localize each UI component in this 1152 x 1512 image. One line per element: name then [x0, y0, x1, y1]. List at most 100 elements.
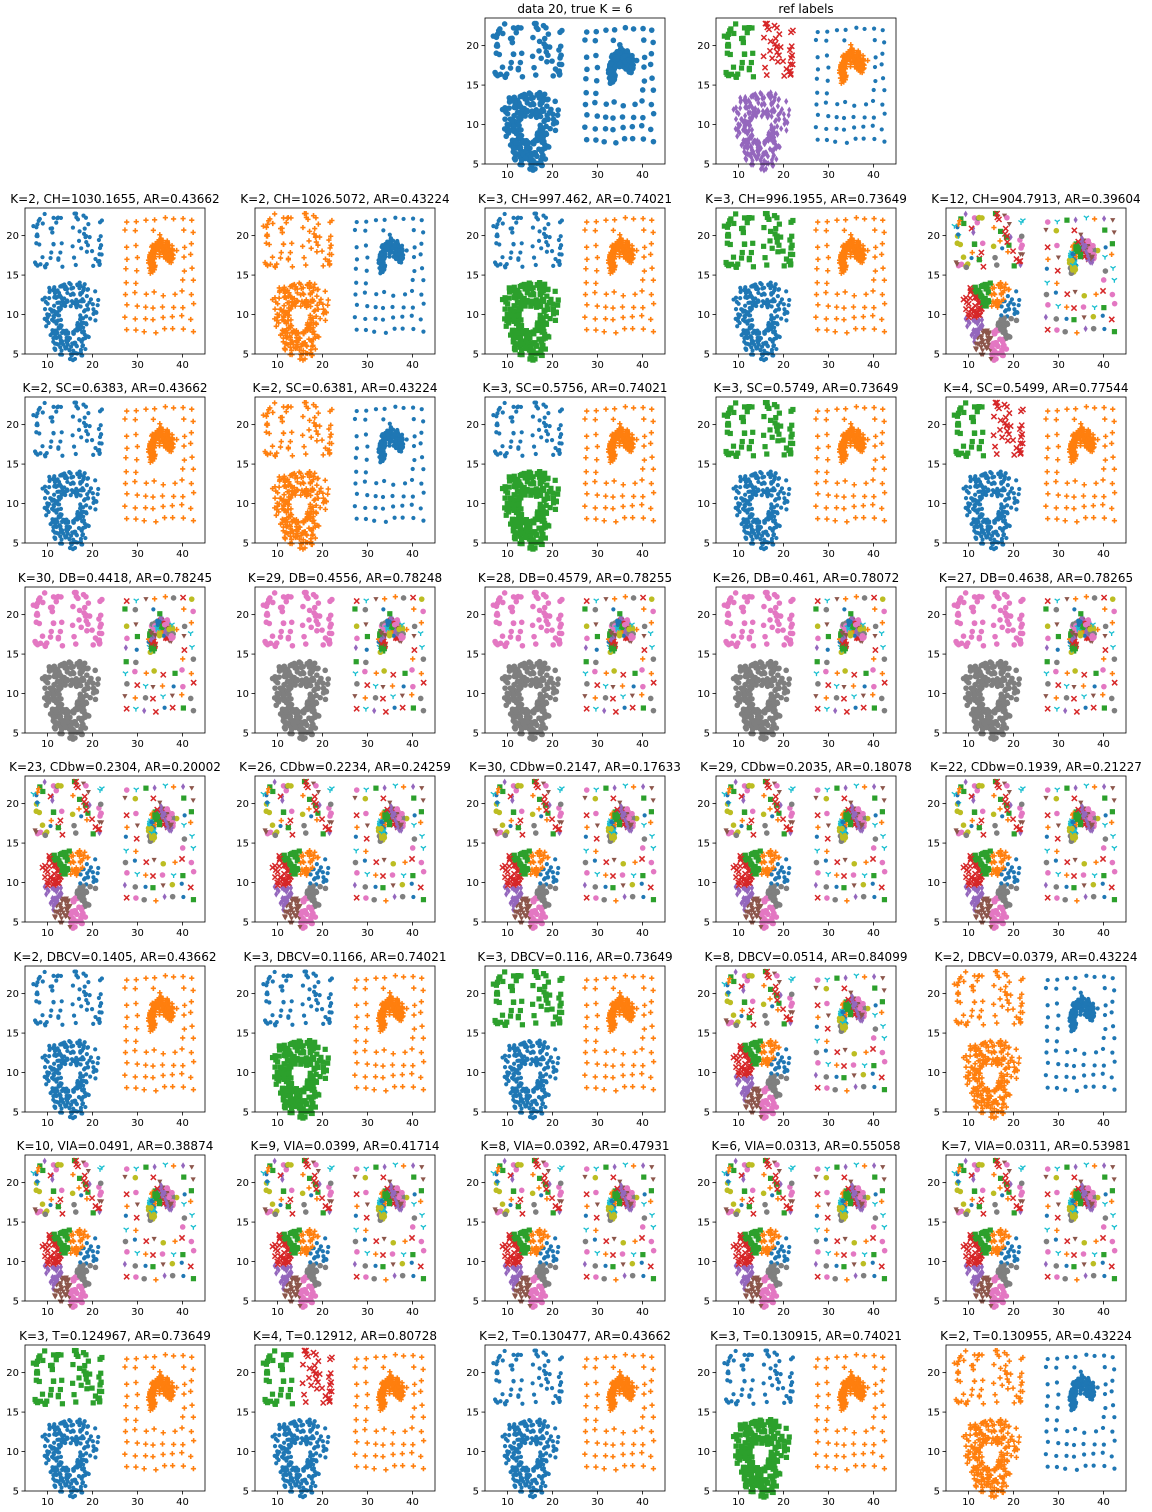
- scatter-point: [602, 114, 609, 120]
- scatter-point: [1043, 313, 1048, 321]
- x-tick-label: 40: [176, 549, 189, 560]
- scatter-point: [584, 302, 590, 308]
- scatter-point: [503, 323, 509, 329]
- scatter-point: [34, 241, 39, 246]
- scatter-point: [512, 103, 518, 110]
- scatter-point: [772, 145, 777, 153]
- scatter-point: [506, 295, 512, 301]
- scatter-point: [814, 280, 820, 286]
- scatter-point: [513, 330, 519, 336]
- scatter-point: [824, 280, 830, 286]
- scatter-point: [733, 211, 739, 217]
- scatter-point: [537, 108, 544, 114]
- scatter-point: [51, 525, 56, 530]
- scatter-point: [396, 248, 402, 253]
- scatter-point: [650, 39, 656, 46]
- y-tick-label: 20: [6, 231, 19, 242]
- scatter-point: [841, 317, 847, 323]
- scatter-point: [746, 67, 752, 73]
- scatter-point: [879, 316, 885, 323]
- scatter-point: [762, 285, 767, 290]
- scatter-point: [319, 437, 325, 443]
- scatter-point: [73, 400, 79, 405]
- scatter-point: [1090, 313, 1097, 320]
- scatter-point: [748, 293, 753, 298]
- scatter-point: [774, 233, 780, 239]
- scatter-point: [610, 37, 617, 44]
- scatter-point: [190, 418, 196, 424]
- scatter-point: [421, 329, 426, 334]
- scatter-point: [512, 293, 518, 300]
- scatter-point: [35, 421, 40, 426]
- scatter-point: [519, 161, 525, 168]
- scatter-point: [758, 156, 763, 164]
- scatter-point: [1008, 315, 1014, 322]
- x-tick-label: 20: [777, 170, 790, 181]
- scatter-point: [142, 505, 149, 511]
- scatter-point: [1012, 307, 1017, 312]
- scatter-point: [558, 52, 564, 59]
- scatter-point: [170, 216, 177, 222]
- scatter-point: [1055, 303, 1062, 309]
- scatter-point: [1071, 317, 1077, 323]
- scatter-point: [1090, 325, 1097, 332]
- x-tick-label: 20: [1007, 360, 1020, 371]
- scatter-point: [1101, 215, 1107, 222]
- scatter-point: [543, 233, 549, 239]
- scatter-point: [363, 243, 369, 248]
- scatter-point: [391, 293, 396, 298]
- scatter-point: [132, 289, 138, 296]
- scatter-point: [535, 217, 541, 222]
- scatter-point: [300, 432, 306, 438]
- scatter-point: [787, 106, 792, 114]
- scatter-point: [90, 302, 95, 307]
- scatter-point: [650, 329, 657, 335]
- scatter-point: [548, 296, 554, 302]
- scatter-point: [1011, 302, 1016, 307]
- scatter-point: [521, 91, 528, 98]
- scatter-point: [52, 483, 57, 488]
- scatter-point: [842, 38, 847, 43]
- scatter-point: [823, 289, 829, 296]
- scatter-point: [512, 341, 518, 347]
- scatter-point: [69, 488, 75, 493]
- scatter-point: [630, 326, 636, 332]
- scatter-point: [180, 494, 186, 500]
- scatter-point: [132, 417, 138, 423]
- scatter-point: [539, 139, 545, 146]
- scatter-point: [82, 282, 87, 287]
- scatter-point: [518, 157, 525, 164]
- scatter-point: [738, 312, 743, 318]
- scatter-point: [385, 239, 390, 244]
- scatter-point: [179, 502, 185, 508]
- scatter-point: [533, 262, 538, 268]
- scatter-point: [1055, 255, 1062, 261]
- scatter-point: [738, 255, 745, 261]
- scatter-point: [739, 59, 745, 66]
- scatter-point: [559, 27, 565, 34]
- scatter-point: [151, 478, 157, 484]
- scatter-point: [834, 115, 839, 120]
- scatter-point: [1019, 242, 1025, 249]
- scatter-point: [584, 219, 590, 225]
- scatter-point: [648, 50, 655, 57]
- x-tick-label: 30: [361, 360, 374, 371]
- scatter-point: [774, 239, 780, 245]
- scatter-point: [871, 87, 876, 93]
- scatter-point: [73, 262, 78, 268]
- scatter-point: [88, 505, 93, 510]
- scatter-point: [754, 346, 759, 351]
- scatter-point: [750, 240, 756, 246]
- scatter-point: [511, 242, 516, 247]
- scatter-point: [973, 289, 979, 295]
- scatter-point: [748, 59, 754, 66]
- scatter-point: [960, 254, 967, 261]
- scatter-point: [622, 24, 629, 31]
- scatter-point: [650, 110, 657, 117]
- scatter-point: [621, 326, 628, 332]
- scatter-point: [789, 61, 796, 68]
- scatter-point: [380, 317, 386, 322]
- scatter-point: [1102, 254, 1108, 260]
